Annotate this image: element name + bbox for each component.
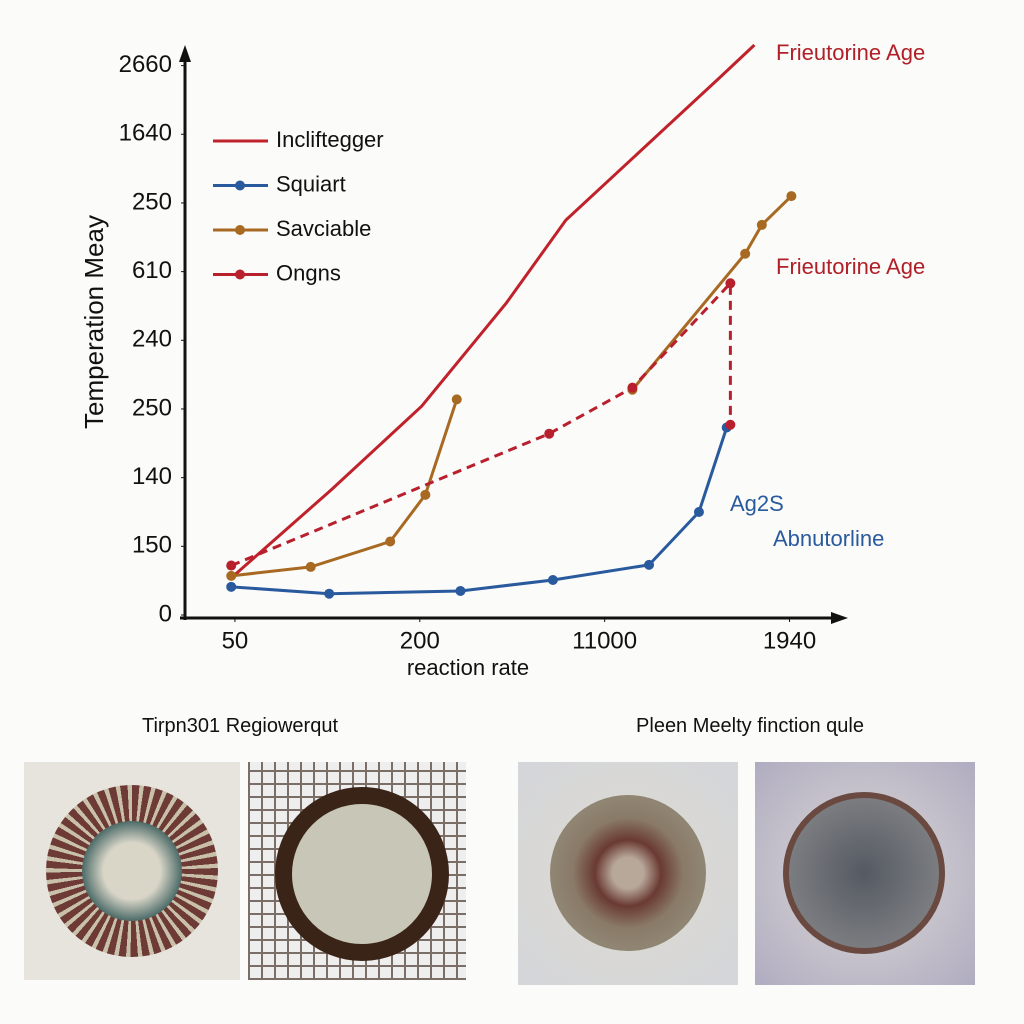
legend-marker — [235, 180, 245, 191]
point — [644, 559, 655, 570]
micrograph — [755, 762, 975, 985]
legend-label: Ongns — [276, 260, 341, 285]
y-tick-label: 250 — [132, 394, 172, 421]
point — [305, 561, 316, 572]
y-tick-label: 140 — [132, 463, 172, 490]
legend-marker — [235, 269, 245, 280]
point — [451, 394, 462, 405]
point — [725, 278, 736, 289]
point — [226, 570, 237, 581]
point — [226, 560, 237, 571]
x-tick-label: 200 — [400, 627, 440, 654]
point — [420, 489, 431, 500]
x-tick-label: 11000 — [572, 627, 637, 654]
panel-caption: Tirpn301 Regiowerqut — [141, 715, 339, 737]
point — [226, 581, 237, 592]
point — [455, 585, 466, 596]
x-axis-label: reaction rate — [407, 655, 529, 680]
point — [725, 419, 736, 430]
annotation: Frieutorine Age — [776, 40, 925, 65]
point — [385, 536, 396, 547]
point — [786, 191, 797, 202]
annotation: Abnutorline — [773, 526, 884, 551]
point — [324, 588, 335, 599]
x-tick-label: 1940 — [763, 627, 816, 654]
legend-label: Incliftegger — [276, 127, 384, 152]
series-line — [231, 195, 793, 578]
series-line — [230, 43, 756, 580]
y-axis-label: Temperation Meay — [79, 215, 109, 429]
point — [544, 428, 555, 439]
annotation: Ag2S — [730, 491, 784, 516]
x-arrow — [831, 612, 848, 624]
legend-label: Squiart — [276, 171, 346, 196]
x-tick-label: 50 — [222, 627, 249, 654]
micrograph — [518, 762, 738, 985]
point — [693, 506, 704, 517]
y-tick-label: 2660 — [119, 51, 172, 78]
panel-caption: Pleen Meelty finction ɋule — [636, 715, 864, 737]
legend-marker — [235, 225, 245, 235]
y-tick-label: 240 — [132, 326, 172, 353]
y-arrow — [179, 45, 191, 62]
legend-label: Savciable — [276, 216, 371, 241]
y-tick-label: 0 — [159, 600, 172, 627]
series-line — [230, 279, 732, 567]
point — [547, 574, 558, 585]
chart: reaction rate Temperation Meay Frieutori… — [79, 40, 925, 680]
y-tick-label: 1640 — [119, 120, 172, 147]
point — [756, 219, 767, 230]
point — [740, 248, 751, 259]
y-tick-label: 250 — [132, 188, 172, 215]
annotation: Frieutorine Age — [776, 254, 925, 279]
micrograph — [248, 762, 466, 980]
y-tick-label: 150 — [132, 532, 172, 559]
micrograph — [24, 762, 240, 980]
point — [627, 382, 638, 393]
y-tick-label: 610 — [132, 257, 172, 284]
